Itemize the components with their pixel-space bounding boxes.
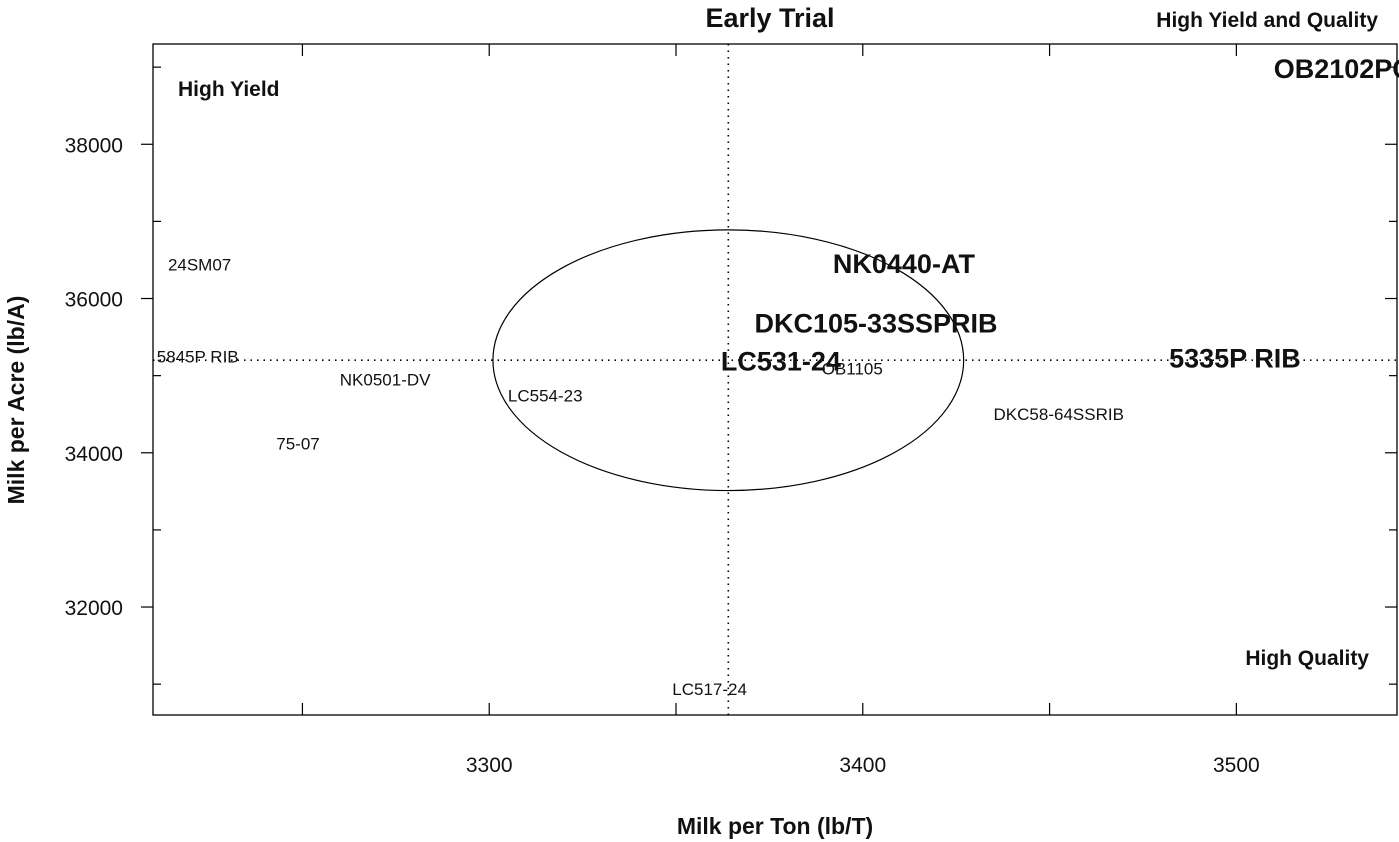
point-label-nk0440-at: NK0440-AT (833, 249, 976, 279)
point-label-lc554-23: LC554-23 (508, 387, 583, 406)
confidence-ellipse (492, 229, 965, 492)
x-tick-label: 3500 (1213, 754, 1260, 777)
point-label-24sm07: 24SM07 (168, 256, 231, 275)
y-tick-label: 38000 (65, 134, 123, 157)
point-label-nk0501-dv: NK0501-DV (340, 371, 431, 390)
axis-ticks (141, 44, 1397, 715)
point-label-75-07: 75-07 (276, 435, 319, 454)
quadrant-label-top-left: High Yield (178, 78, 280, 101)
point-label-lc517-24: LC517-24 (672, 680, 747, 699)
point-label-dkc105-33ssprib: DKC105-33SSPRIB (754, 309, 997, 339)
tick-labels: 3300 3400 3500 32000 34000 36000 38000 (65, 134, 1260, 777)
data-labels: OB2102PCE 24SM07 NK0440-AT DKC105-33SSPRIB 5… (157, 54, 1399, 699)
point-label-lc531-24: LC531-24 (721, 346, 841, 376)
plot-border (152, 43, 1398, 716)
plot-frame (152, 43, 1398, 716)
chart-title: Early Trial (705, 3, 834, 33)
y-tick-label: 32000 (65, 597, 123, 620)
point-label-dkc58-64ssrib: DKC58-64SSRIB (994, 405, 1124, 424)
quadrant-label-bottom-right: High Quality (1245, 647, 1369, 670)
x-tick-label: 3400 (839, 754, 886, 777)
point-label-ob1105: OB1105 (822, 360, 883, 379)
y-tick-label: 36000 (65, 289, 123, 312)
point-label-ob2102pce: OB2102PCE (1274, 54, 1399, 84)
y-tick-label: 34000 (65, 443, 123, 466)
y-axis-title: Milk per Acre (lb/A) (3, 296, 29, 505)
point-label-5335p-rib: 5335P RIB (1169, 343, 1301, 373)
quadrant-label-top-right: High Yield and Quality (1156, 9, 1378, 32)
reference-lines (153, 44, 1397, 715)
point-label-5845p-rib: 5845P RIB (157, 347, 239, 366)
x-tick-label: 3300 (466, 754, 513, 777)
x-axis-title: Milk per Ton (lb/T) (677, 813, 873, 839)
